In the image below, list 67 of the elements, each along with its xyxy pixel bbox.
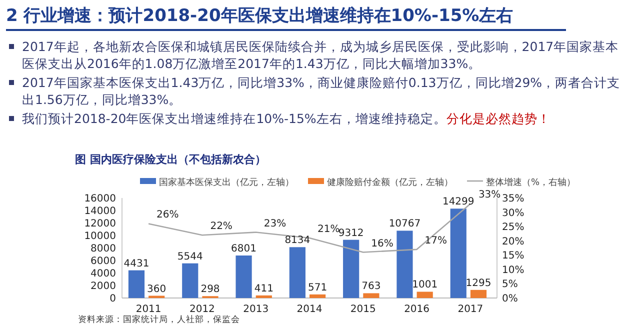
y-tick-label: 0 [110, 294, 116, 304]
y-tick-label: 16000 [84, 194, 116, 204]
x-tick-label: 2016 [404, 304, 430, 315]
data-label: 23% [264, 218, 286, 230]
data-label: 763 [362, 281, 381, 292]
data-label: 298 [200, 284, 220, 296]
data-label: 9312 [338, 228, 364, 239]
x-tick-label: 2013 [243, 304, 269, 315]
y2-tick-label: 0% [502, 294, 518, 304]
y-tick-label: 8000 [90, 244, 116, 254]
data-label: 4431 [124, 258, 150, 270]
chart-subtitle: 图 国内医疗保险支出（不包括新农合） [75, 153, 266, 166]
data-label: 21% [318, 224, 340, 235]
y2-tick-label: 30% [502, 208, 524, 219]
y2-tick-label: 15% [502, 250, 524, 262]
bar [396, 230, 413, 298]
y-tick-label: 14000 [84, 206, 116, 217]
y-tick-label: 12000 [84, 218, 116, 230]
y-tick-label: 6000 [90, 256, 116, 267]
data-label: 22% [210, 221, 232, 232]
y2-tick-label: 10% [502, 264, 524, 276]
y-tick-label: 2000 [90, 281, 116, 292]
legend-label: 健康险赔付金额（亿元，左轴） [327, 177, 453, 188]
text: 资料来源：国家统计局，人社部，保监会 [78, 314, 240, 325]
data-label: 10767 [388, 218, 421, 230]
x-tick-label: 2017 [458, 304, 484, 315]
y2-tick-label: 5% [502, 279, 518, 290]
text: 2017年起，各地新农合医保和城镇居民医保陆续合并，成为城乡居民医保，受此影响，2017年国家基本医保支出从2016年的1.08万亿激增至2017年的1.43万亿，同比大幅增加33%。 [22, 38, 620, 72]
bar [470, 290, 487, 298]
data-label: 26% [156, 210, 179, 221]
legend-label: 国家基本医保支出（亿元，左轴） [159, 177, 294, 188]
bar [182, 263, 198, 298]
y2-tick-label: 25% [502, 222, 524, 234]
bar [128, 270, 145, 298]
chart-title: 2 行业增速：预计2018-20年医保支出增速维持在10%-15%左右 [6, 4, 566, 31]
y2-tick-label: 35% [502, 194, 524, 204]
data-label: 8134 [284, 235, 310, 246]
x-tick-label: 2014 [296, 304, 322, 315]
bar [416, 292, 433, 298]
line-series [148, 203, 472, 253]
x-tick-label: 2011 [136, 304, 162, 315]
bar [343, 240, 360, 298]
y-tick-label: 4000 [90, 268, 116, 280]
bar [450, 208, 466, 298]
text: 分化是必然趋势！ [446, 111, 550, 126]
bar [289, 247, 306, 298]
y-tick-label: 10000 [84, 231, 116, 242]
data-label: 1001 [412, 280, 438, 291]
data-label: 14299 [442, 196, 474, 208]
bar [236, 255, 252, 298]
data-label: 571 [308, 282, 328, 294]
data-label: 5544 [177, 251, 203, 262]
data-label: 17% [424, 235, 448, 246]
bar [363, 293, 380, 298]
data-label: 16% [371, 238, 394, 250]
legend-label: 整体增速（%，右轴） [486, 177, 576, 188]
data-label: 411 [254, 283, 274, 294]
data-label: 6801 [231, 243, 257, 254]
bar [310, 294, 326, 298]
data-label: 360 [147, 284, 166, 295]
bar [256, 295, 272, 298]
y2-tick-label: 20% [502, 236, 524, 248]
text: 2017年国家基本医保支出1.43万亿，同比增33%，商业健康险赔付0.13万亿，同比增29%，两者合计支出1.56万亿，同比增33%。 [22, 74, 622, 108]
data-label: 33% [478, 190, 501, 201]
x-tick-label: 2015 [350, 304, 376, 315]
x-tick-label: 2012 [189, 304, 215, 315]
data-label: 1295 [466, 278, 492, 289]
